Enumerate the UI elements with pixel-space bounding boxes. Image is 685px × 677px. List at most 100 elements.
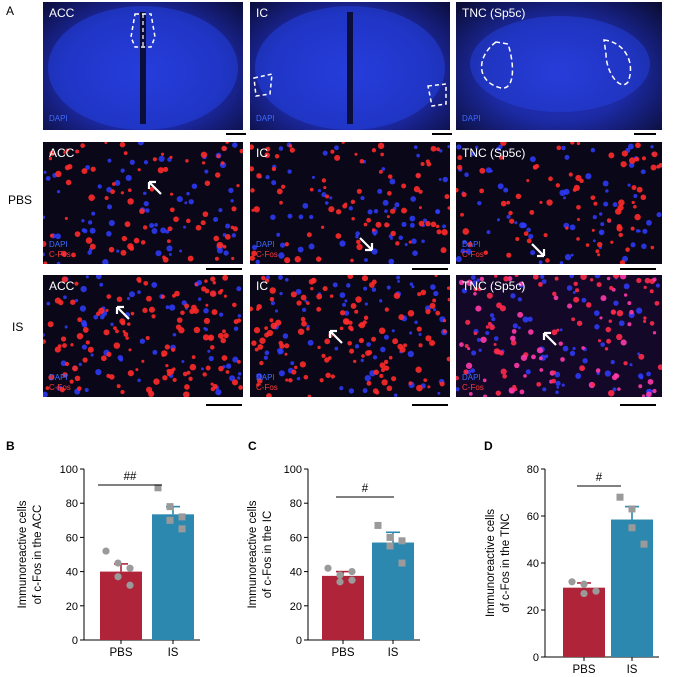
- cfos-cell: [261, 275, 266, 281]
- cell-nucleus: [639, 375, 644, 380]
- cell-nucleus: [613, 300, 619, 306]
- overview-acc-shape: [48, 6, 238, 130]
- cfos-cell: [232, 226, 238, 232]
- cfos-cell: [520, 281, 524, 286]
- cell-nucleus: [377, 188, 383, 194]
- micrograph-title: IC: [256, 146, 268, 160]
- cell-nucleus: [506, 214, 511, 219]
- cell-nucleus: [237, 372, 242, 376]
- cell-nucleus: [604, 370, 612, 377]
- cell-nucleus: [610, 359, 615, 365]
- cfos-cell: [256, 383, 260, 387]
- cfos-cell: [658, 163, 662, 168]
- cfos-cell: [500, 142, 507, 146]
- cfos-cell: [225, 142, 229, 144]
- cfos-cell: [81, 168, 88, 174]
- cfos-cell: [640, 194, 647, 201]
- cfos-cell: [48, 374, 55, 381]
- cfos-cell: [556, 328, 560, 332]
- cfos-cell: [543, 233, 548, 238]
- cfos-cell: [231, 206, 237, 212]
- cell-nucleus: [373, 232, 377, 236]
- cell-nucleus: [348, 206, 353, 211]
- cfos-cell: [392, 338, 399, 345]
- cfos-cell: [379, 362, 386, 369]
- arrow-icon: [328, 329, 343, 344]
- cfos-cell: [630, 226, 635, 231]
- cell-nucleus: [599, 212, 603, 216]
- cfos-cell: [89, 243, 96, 250]
- cell-nucleus: [367, 209, 373, 215]
- cell-nucleus: [116, 249, 120, 253]
- cell-nucleus: [570, 253, 574, 257]
- cell-nucleus: [276, 232, 281, 237]
- data-point: [616, 493, 624, 501]
- cfos-cell: [384, 222, 390, 228]
- cfos-cell: [361, 275, 369, 282]
- cells-layer: [456, 275, 662, 397]
- scale-bar: [432, 133, 452, 135]
- cfos-cell: [48, 156, 53, 161]
- cell-nucleus: [637, 229, 641, 233]
- cell-nucleus: [306, 324, 310, 329]
- cfos-cell: [148, 306, 155, 313]
- cfos-cell: [191, 355, 196, 360]
- data-point: [178, 525, 186, 533]
- data-point: [154, 484, 162, 492]
- cell-nucleus: [302, 202, 309, 209]
- cfos-cell: [250, 306, 254, 312]
- cfos-cell: [122, 329, 126, 334]
- cfos-cell: [614, 208, 622, 215]
- cfos-cell: [647, 378, 654, 385]
- cfos-cell: [62, 372, 68, 378]
- cfos-cell: [140, 240, 146, 245]
- y-tick-label: 80: [527, 464, 539, 476]
- stain-dapi-label: DAPI: [256, 373, 275, 382]
- cfos-cell: [526, 178, 530, 183]
- stain-dapi-label: DAPI: [462, 373, 481, 382]
- cell-nucleus: [43, 333, 45, 337]
- cfos-cell: [340, 310, 346, 316]
- cell-nucleus: [355, 235, 359, 239]
- y-tick-label: 40: [66, 567, 78, 579]
- cfos-cell: [607, 389, 615, 397]
- cell-nucleus: [559, 328, 563, 332]
- cfos-cell: [551, 329, 558, 336]
- cfos-cell: [284, 352, 288, 356]
- cell-nucleus: [160, 227, 167, 234]
- data-point: [178, 513, 186, 521]
- cell-nucleus: [592, 239, 596, 243]
- cfos-cell: [119, 142, 126, 148]
- cfos-cell: [296, 300, 302, 306]
- data-point: [114, 559, 122, 567]
- cfos-cell: [356, 188, 362, 194]
- y-axis-label: of c-Fos in the IC: [262, 511, 274, 599]
- cfos-cell: [442, 318, 447, 323]
- cell-nucleus: [264, 350, 270, 356]
- data-point: [126, 564, 134, 572]
- y-tick-label: 60: [66, 532, 78, 544]
- cfos-cell: [483, 250, 489, 255]
- cell-nucleus: [93, 314, 99, 320]
- cfos-cell: [363, 315, 369, 321]
- cell-nucleus: [635, 307, 643, 314]
- cfos-cell: [538, 282, 543, 287]
- cell-nucleus: [295, 288, 302, 295]
- cfos-cell: [465, 362, 473, 369]
- cfos-cell: [182, 371, 188, 377]
- cfos-cell: [546, 199, 553, 206]
- cfos-cell: [654, 300, 660, 306]
- cfos-cell: [467, 347, 471, 351]
- cfos-cell: [418, 206, 422, 210]
- cells-layer: [43, 142, 243, 264]
- y-tick-label: 80: [66, 498, 78, 510]
- cfos-cell: [325, 194, 330, 199]
- cfos-cell: [538, 356, 543, 361]
- cfos-cell: [500, 200, 507, 207]
- cfos-cell: [531, 354, 536, 360]
- cell-nucleus: [364, 374, 371, 382]
- cfos-cell: [545, 258, 550, 263]
- cfos-cell: [82, 357, 88, 363]
- cfos-cell: [408, 381, 413, 386]
- cfos-cell: [371, 279, 377, 285]
